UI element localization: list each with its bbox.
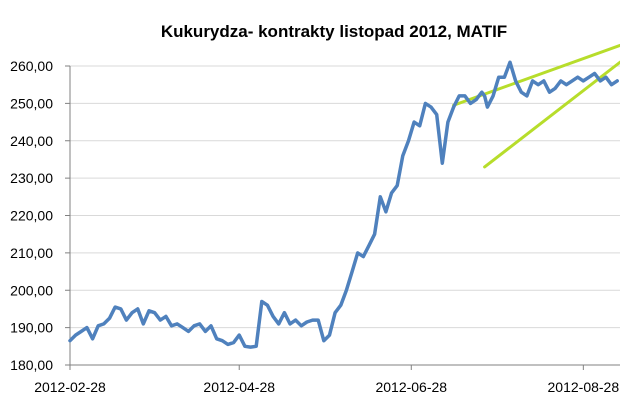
x-tick-label: 2012-08-28 [548, 379, 620, 395]
trendlines [452, 43, 620, 169]
x-tick-label: 2012-06-28 [375, 379, 447, 395]
y-tick-label: 240,00 [10, 133, 53, 149]
y-tick-label: 200,00 [10, 282, 53, 298]
series-line [68, 60, 619, 349]
y-tick-label: 190,00 [10, 320, 53, 336]
chart-title: Kukurydza- kontrakty listopad 2012, MATI… [161, 22, 507, 41]
y-tick-label: 180,00 [10, 357, 53, 373]
x-tick-label: 2012-02-28 [34, 379, 106, 395]
axes [65, 65, 620, 370]
series-group [68, 60, 619, 349]
y-tick-label: 210,00 [10, 245, 53, 261]
gridlines [70, 65, 620, 329]
y-tick-label: 260,00 [10, 58, 53, 74]
x-tick-labels: 2012-02-28 2012-04-28 2012-06-28 2012-08-28 [34, 379, 619, 395]
x-tick-label: 2012-04-28 [203, 379, 275, 395]
y-tick-labels: 180,00 190,00 200,00 210,00 220,00 230,00 240,… [10, 58, 53, 373]
y-tick-label: 250,00 [10, 95, 53, 111]
y-tick-label: 230,00 [10, 170, 53, 186]
y-tick-label: 220,00 [10, 208, 53, 224]
